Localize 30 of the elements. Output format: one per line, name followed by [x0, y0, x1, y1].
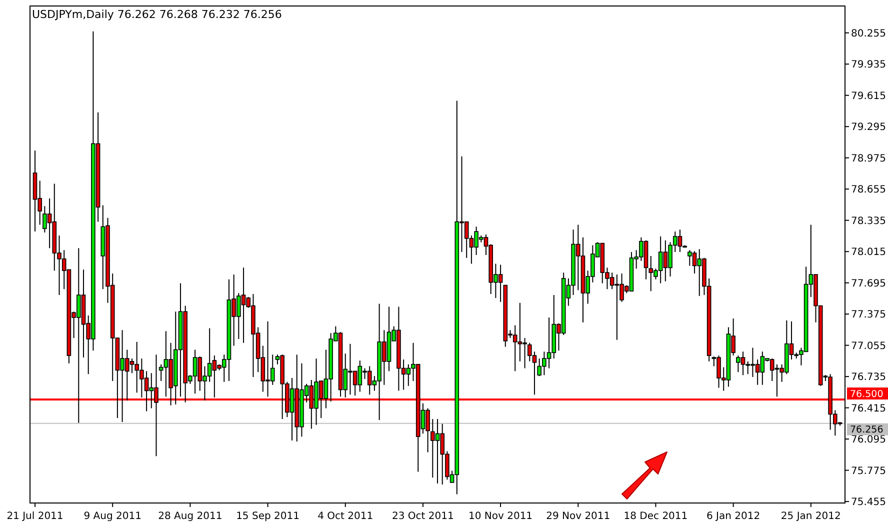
y-tick-label: 78.335 [851, 216, 886, 227]
y-tick-label: 76.095 [851, 434, 886, 446]
x-tick-label: 4 Oct 2011 [318, 511, 374, 522]
y-tick-label: 75.455 [851, 497, 886, 508]
x-tick-label: 6 Jan 2012 [706, 511, 760, 522]
y-tick-label: 76.735 [851, 372, 886, 384]
y-tick-label: 77.695 [851, 278, 886, 290]
x-tick-label: 18 Dec 2011 [624, 511, 688, 522]
y-tick-label: 77.055 [851, 340, 886, 352]
y-tick-label: 80.255 [851, 28, 886, 40]
x-tick-label: 23 Oct 2011 [392, 511, 454, 522]
y-tick-label: 77.375 [851, 310, 886, 321]
ref-line-label: 76.256 [850, 424, 884, 436]
y-tick-label: 78.015 [851, 247, 886, 258]
x-tick-label: 29 Nov 2011 [546, 511, 610, 522]
x-tick-label: 28 Aug 2011 [158, 511, 222, 522]
x-tick-label: 9 Aug 2011 [84, 511, 142, 522]
y-tick-label: 78.655 [851, 184, 886, 196]
x-tick-label: 10 Nov 2011 [468, 511, 533, 522]
x-tick-label: 21 Jul 2011 [6, 511, 64, 522]
y-tick-label: 79.295 [851, 122, 886, 134]
y-tick-label: 75.775 [851, 466, 886, 477]
chart-title: USDJPYm,Daily 76.262 76.268 76.232 76.256 [32, 8, 282, 21]
ref-line-label: 76.500 [850, 388, 884, 400]
y-tick-label: 79.615 [851, 90, 886, 102]
y-tick-label: 78.975 [851, 153, 886, 164]
y-tick-label: 79.935 [851, 60, 886, 71]
x-tick-label: 25 Jan 2012 [780, 511, 841, 522]
y-tick-label: 76.415 [851, 403, 886, 414]
x-tick-label: 15 Sep 2011 [236, 511, 300, 522]
